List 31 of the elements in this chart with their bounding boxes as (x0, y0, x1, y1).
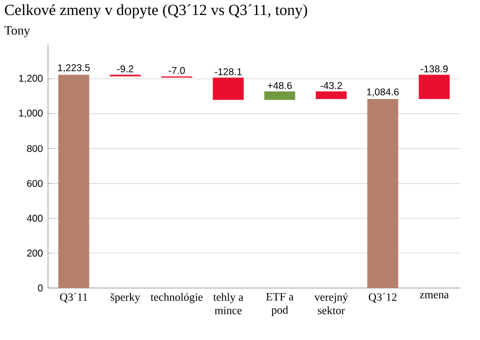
bar (316, 91, 347, 99)
data-label: 1,084.6 (367, 88, 399, 97)
chart-title: Celkové zmeny v dopyte (Q3´12 vs Q3´11, tony) (4, 4, 308, 18)
bar (418, 74, 450, 99)
data-label: 1,223.5 (58, 64, 90, 72)
x-tick-label: Q3´11 (60, 292, 88, 303)
data-label: -138.9 (420, 65, 448, 72)
y-tick-label: 1,000 (19, 110, 43, 118)
x-tick-label: verejný sektor (314, 292, 348, 314)
data-label: -43.2 (320, 82, 342, 90)
bar (264, 91, 296, 100)
x-tick-label: ETF a pod (266, 292, 294, 316)
data-label: +48.6 (268, 82, 292, 90)
y-tick-label: 600 (27, 180, 43, 187)
x-tick-label: Q3´12 (368, 292, 396, 303)
x-tick-label: technológie (150, 292, 203, 304)
y-tick-label: 1,200 (19, 74, 43, 83)
x-tick-label: šperky (110, 292, 140, 304)
x-tick-label: zmena (420, 292, 449, 298)
bar (367, 98, 398, 288)
bar (58, 74, 90, 288)
y-tick-label: 800 (27, 145, 43, 152)
data-label: -9.2 (117, 65, 134, 72)
x-tick-label: tehly a mince (213, 292, 244, 314)
y-tick-label: 400 (26, 214, 43, 222)
bar (212, 78, 244, 100)
y-tick-label: 200 (27, 250, 43, 257)
y-tick-label: 0 (38, 284, 43, 292)
data-label: -7.0 (168, 67, 185, 74)
y-axis-title: Tony (4, 26, 30, 38)
data-label: -128.1 (214, 68, 242, 76)
